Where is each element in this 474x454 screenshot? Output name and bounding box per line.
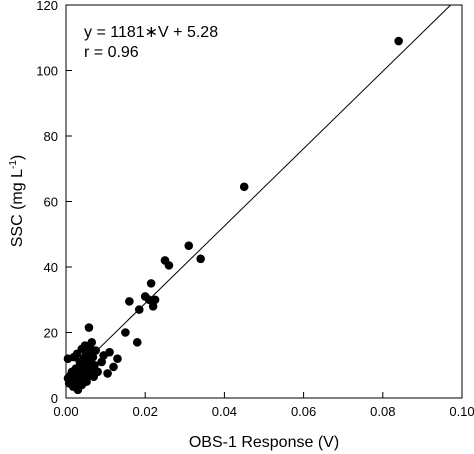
x-tick-label: 0.10	[449, 404, 474, 419]
data-point	[144, 295, 154, 305]
y-tick-label: 100	[36, 64, 58, 79]
y-tick-label: 40	[44, 260, 58, 275]
data-point	[91, 346, 100, 355]
y-tick-label: 0	[51, 391, 58, 406]
regression-line	[65, 4, 452, 382]
data-point	[90, 360, 99, 370]
x-tick-label: 0.04	[212, 404, 237, 419]
y-tick-label: 120	[36, 0, 58, 13]
data-point	[394, 36, 403, 46]
x-tick-label: 0.08	[370, 404, 395, 419]
data-point	[125, 297, 134, 306]
y-axis-title-close: )	[9, 155, 26, 160]
x-tick-label: 0.00	[53, 404, 78, 419]
y-axis-title-main: SSC (mg L	[9, 169, 26, 247]
data-point	[93, 367, 102, 377]
data-point	[103, 369, 112, 378]
equation-annotation: y = 1181∗V + 5.28	[84, 24, 218, 41]
data-point	[239, 182, 249, 192]
data-point	[134, 305, 144, 314]
data-point	[82, 377, 91, 386]
data-point	[105, 347, 114, 357]
y-tick-label: 60	[44, 195, 58, 210]
data-point	[109, 362, 118, 372]
y-axis-title-superscript: -1	[8, 160, 19, 169]
data-point	[88, 352, 98, 362]
data-point	[97, 357, 106, 367]
x-axis-ticks: 0.00 0.02 0.04 0.06 0.08 0.10	[53, 392, 474, 419]
y-axis-title: SSC (mg L-1)	[8, 155, 26, 247]
plot-frame	[65, 4, 463, 399]
data-point	[150, 295, 160, 305]
data-point	[184, 241, 194, 251]
data-point	[146, 279, 156, 288]
data-point	[87, 338, 97, 347]
y-tick-label: 20	[44, 326, 58, 341]
data-point	[148, 302, 158, 311]
x-tick-label: 0.06	[291, 404, 316, 419]
data-point	[113, 354, 122, 364]
x-axis-title: OBS-1 Response (V)	[189, 434, 339, 451]
data-point	[132, 338, 142, 347]
y-tick-label: 80	[44, 129, 58, 144]
data-point	[84, 323, 94, 332]
data-point	[164, 261, 174, 270]
y-axis-ticks: 0 20 40 60 80 100 120	[36, 0, 72, 406]
data-point	[196, 254, 205, 264]
data-point	[121, 328, 130, 337]
x-tick-label: 0.02	[133, 404, 158, 419]
data-points	[63, 36, 403, 395]
correlation-annotation: r = 0.96	[84, 44, 139, 61]
